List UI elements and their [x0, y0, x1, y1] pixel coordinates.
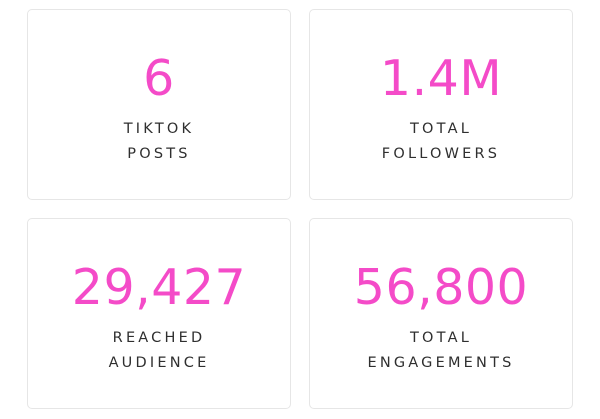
stat-value: 6	[143, 50, 175, 107]
stat-label: TOTAL ENGAGEMENTS	[367, 326, 514, 376]
stat-label-line1: REACHED	[112, 330, 206, 346]
stat-label-line1: TIKTOK	[123, 121, 195, 137]
stat-card-total-followers: 1.4M TOTAL FOLLOWERS	[309, 9, 573, 200]
stat-label: REACHED AUDIENCE	[109, 326, 210, 376]
stat-label-line1: TOTAL	[410, 330, 472, 346]
stat-card-total-engagements: 56,800 TOTAL ENGAGEMENTS	[309, 218, 573, 409]
stat-value: 56,800	[353, 259, 529, 316]
stat-label: TOTAL FOLLOWERS	[382, 117, 500, 167]
stat-label: TIKTOK POSTS	[124, 117, 195, 167]
stat-value: 1.4M	[379, 50, 503, 107]
stat-label-line2: ENGAGEMENTS	[367, 355, 515, 371]
stat-card-tiktok-posts: 6 TIKTOK POSTS	[27, 9, 291, 200]
stat-label-line1: TOTAL	[409, 121, 472, 137]
stat-value: 29,427	[71, 259, 247, 316]
stat-label-line2: FOLLOWERS	[381, 146, 501, 162]
stats-grid: 6 TIKTOK POSTS 1.4M TOTAL FOLLOWERS 29,4…	[27, 9, 573, 409]
stat-label-line2: POSTS	[127, 146, 191, 162]
stat-card-reached-audience: 29,427 REACHED AUDIENCE	[27, 218, 291, 409]
stat-label-line2: AUDIENCE	[108, 355, 210, 371]
